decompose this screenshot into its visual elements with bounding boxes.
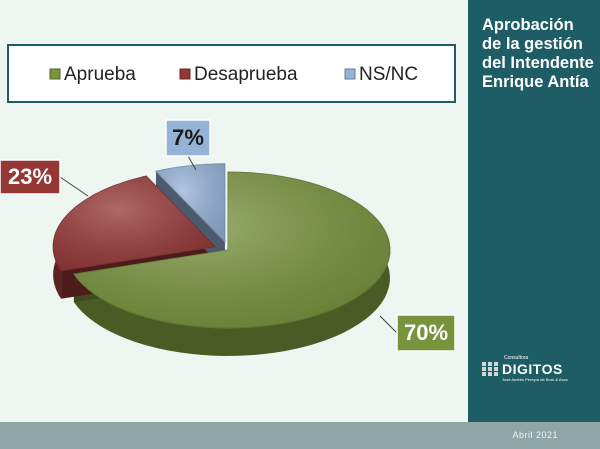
leader-line [379,315,398,334]
data-label: 7% [172,125,204,150]
legend-swatch [49,68,61,80]
legend-label: Desaprueba [194,64,298,85]
footer: Abril 2021 [0,422,600,449]
slice-shine [156,163,225,242]
logo-name: DIGITOS [502,361,563,377]
legend-swatch [179,68,191,80]
legend-box [7,44,456,103]
side-panel: Aprobación de la gestión del Intendente … [468,0,600,422]
data-label-box [0,159,61,195]
chart: Aprueba Desaprueba NS/NC 70% 23% 7% [0,44,456,356]
data-label-box [165,119,211,157]
data-label: 23% [8,164,52,189]
logo-owner: José Andrés Pereyra de Brun & Asoc [502,377,568,382]
slice-shine [53,176,216,271]
legend-swatch [344,68,356,80]
legend-label: Aprueba [64,64,136,85]
logo-row: DIGITOS [482,361,568,377]
leader-line [187,155,197,171]
leader-line [59,176,89,197]
legend-label: NS/NC [359,64,418,85]
data-label: 70% [404,320,448,345]
logo-tagline: Consultora [504,355,529,361]
date: Abril 2021 [512,430,558,440]
logo-icon [482,362,498,376]
panel-title: Aprobación de la gestión del Intendente … [482,16,594,91]
data-label-box [396,314,456,352]
logo: Consultora DIGITOS José Andrés Pereyra d… [482,355,568,382]
slice-shine [73,172,390,328]
